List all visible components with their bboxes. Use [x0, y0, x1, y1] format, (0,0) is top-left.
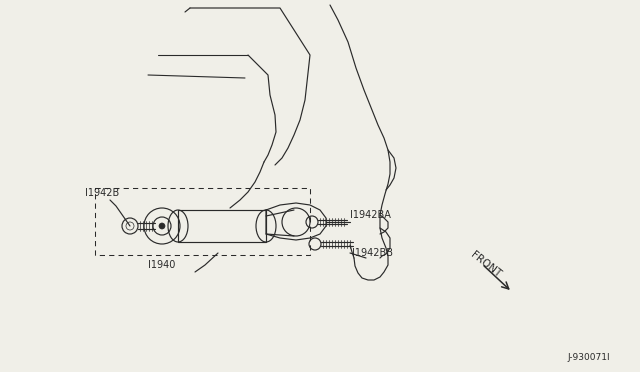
- Circle shape: [159, 223, 165, 229]
- Text: I1942BA: I1942BA: [350, 210, 391, 220]
- Text: I1942BB: I1942BB: [352, 248, 393, 258]
- Bar: [178, 210, 266, 242]
- Text: FRONT: FRONT: [468, 250, 502, 279]
- Text: J-930071I: J-930071I: [568, 353, 610, 362]
- Text: I1942B: I1942B: [85, 188, 119, 198]
- Text: I1940: I1940: [148, 260, 175, 270]
